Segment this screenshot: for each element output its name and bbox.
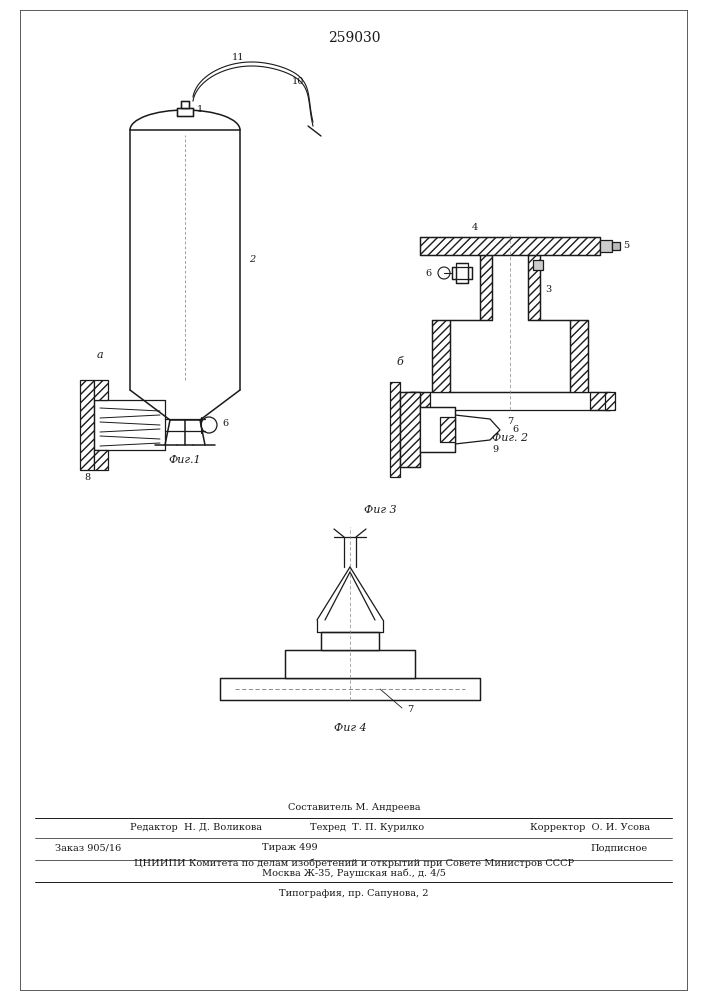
Text: Заказ 905/16: Заказ 905/16 (55, 844, 121, 852)
Text: 9: 9 (492, 446, 498, 454)
Bar (321, 632, 379, 650)
Bar (528, 255, 540, 320)
Bar (285, 650, 415, 678)
Bar (605, 392, 615, 410)
Text: 7: 7 (407, 706, 413, 714)
Text: ЦНИИПИ Комитета по делам изобретений и открытий при Совете Министров СССР: ЦНИИПИ Комитета по делам изобретений и о… (134, 858, 574, 868)
Text: 5: 5 (623, 241, 629, 250)
Bar (420, 407, 455, 452)
Bar (410, 392, 430, 410)
Text: Фиг 3: Фиг 3 (363, 505, 397, 515)
Bar (600, 240, 612, 252)
Bar (405, 392, 415, 410)
Bar (432, 320, 450, 392)
Polygon shape (455, 415, 500, 444)
Text: 2: 2 (249, 255, 255, 264)
Bar (94, 380, 108, 400)
Bar (480, 255, 492, 320)
Text: Тираж 499: Тираж 499 (262, 844, 318, 852)
Text: Редактор  Н. Д. Воликова: Редактор Н. Д. Воликова (130, 824, 262, 832)
Bar (452, 267, 472, 279)
Text: 10: 10 (292, 78, 304, 87)
Bar (456, 263, 468, 283)
Text: а: а (97, 350, 103, 360)
Text: 4: 4 (472, 223, 478, 232)
Bar (181, 101, 189, 108)
Text: Москва Ж-35, Раушская наб., д. 4/5: Москва Ж-35, Раушская наб., д. 4/5 (262, 868, 446, 878)
Text: 7: 7 (507, 418, 513, 426)
Text: 11: 11 (232, 53, 244, 62)
Text: 6: 6 (222, 418, 228, 428)
Text: 8: 8 (84, 474, 90, 483)
Text: Фиг. 2: Фиг. 2 (492, 433, 528, 443)
Bar (612, 242, 620, 250)
Bar (440, 417, 455, 442)
Text: Типография, пр. Сапунова, 2: Типография, пр. Сапунова, 2 (279, 890, 428, 898)
Text: 1: 1 (197, 104, 203, 113)
Bar (94, 450, 108, 470)
Bar (400, 392, 420, 467)
Bar (590, 392, 610, 410)
Text: Составитель М. Андреева: Составитель М. Андреева (288, 804, 420, 812)
Bar (220, 678, 480, 700)
Bar (390, 382, 400, 477)
Bar (80, 380, 94, 470)
Text: Техред  Т. П. Курилко: Техред Т. П. Курилко (310, 824, 424, 832)
Text: Подписное: Подписное (590, 844, 647, 852)
Text: 6: 6 (512, 426, 518, 434)
Text: Корректор  О. И. Усова: Корректор О. И. Усова (530, 824, 650, 832)
Bar (533, 260, 543, 270)
Bar (420, 237, 600, 255)
Text: 6: 6 (425, 268, 431, 277)
Text: 259030: 259030 (328, 31, 380, 45)
Bar (570, 320, 588, 392)
Text: б: б (397, 357, 404, 367)
Text: 3: 3 (545, 286, 551, 294)
Text: Фиг.1: Фиг.1 (169, 455, 201, 465)
Text: Фиг 4: Фиг 4 (334, 723, 366, 733)
Bar (177, 108, 193, 116)
